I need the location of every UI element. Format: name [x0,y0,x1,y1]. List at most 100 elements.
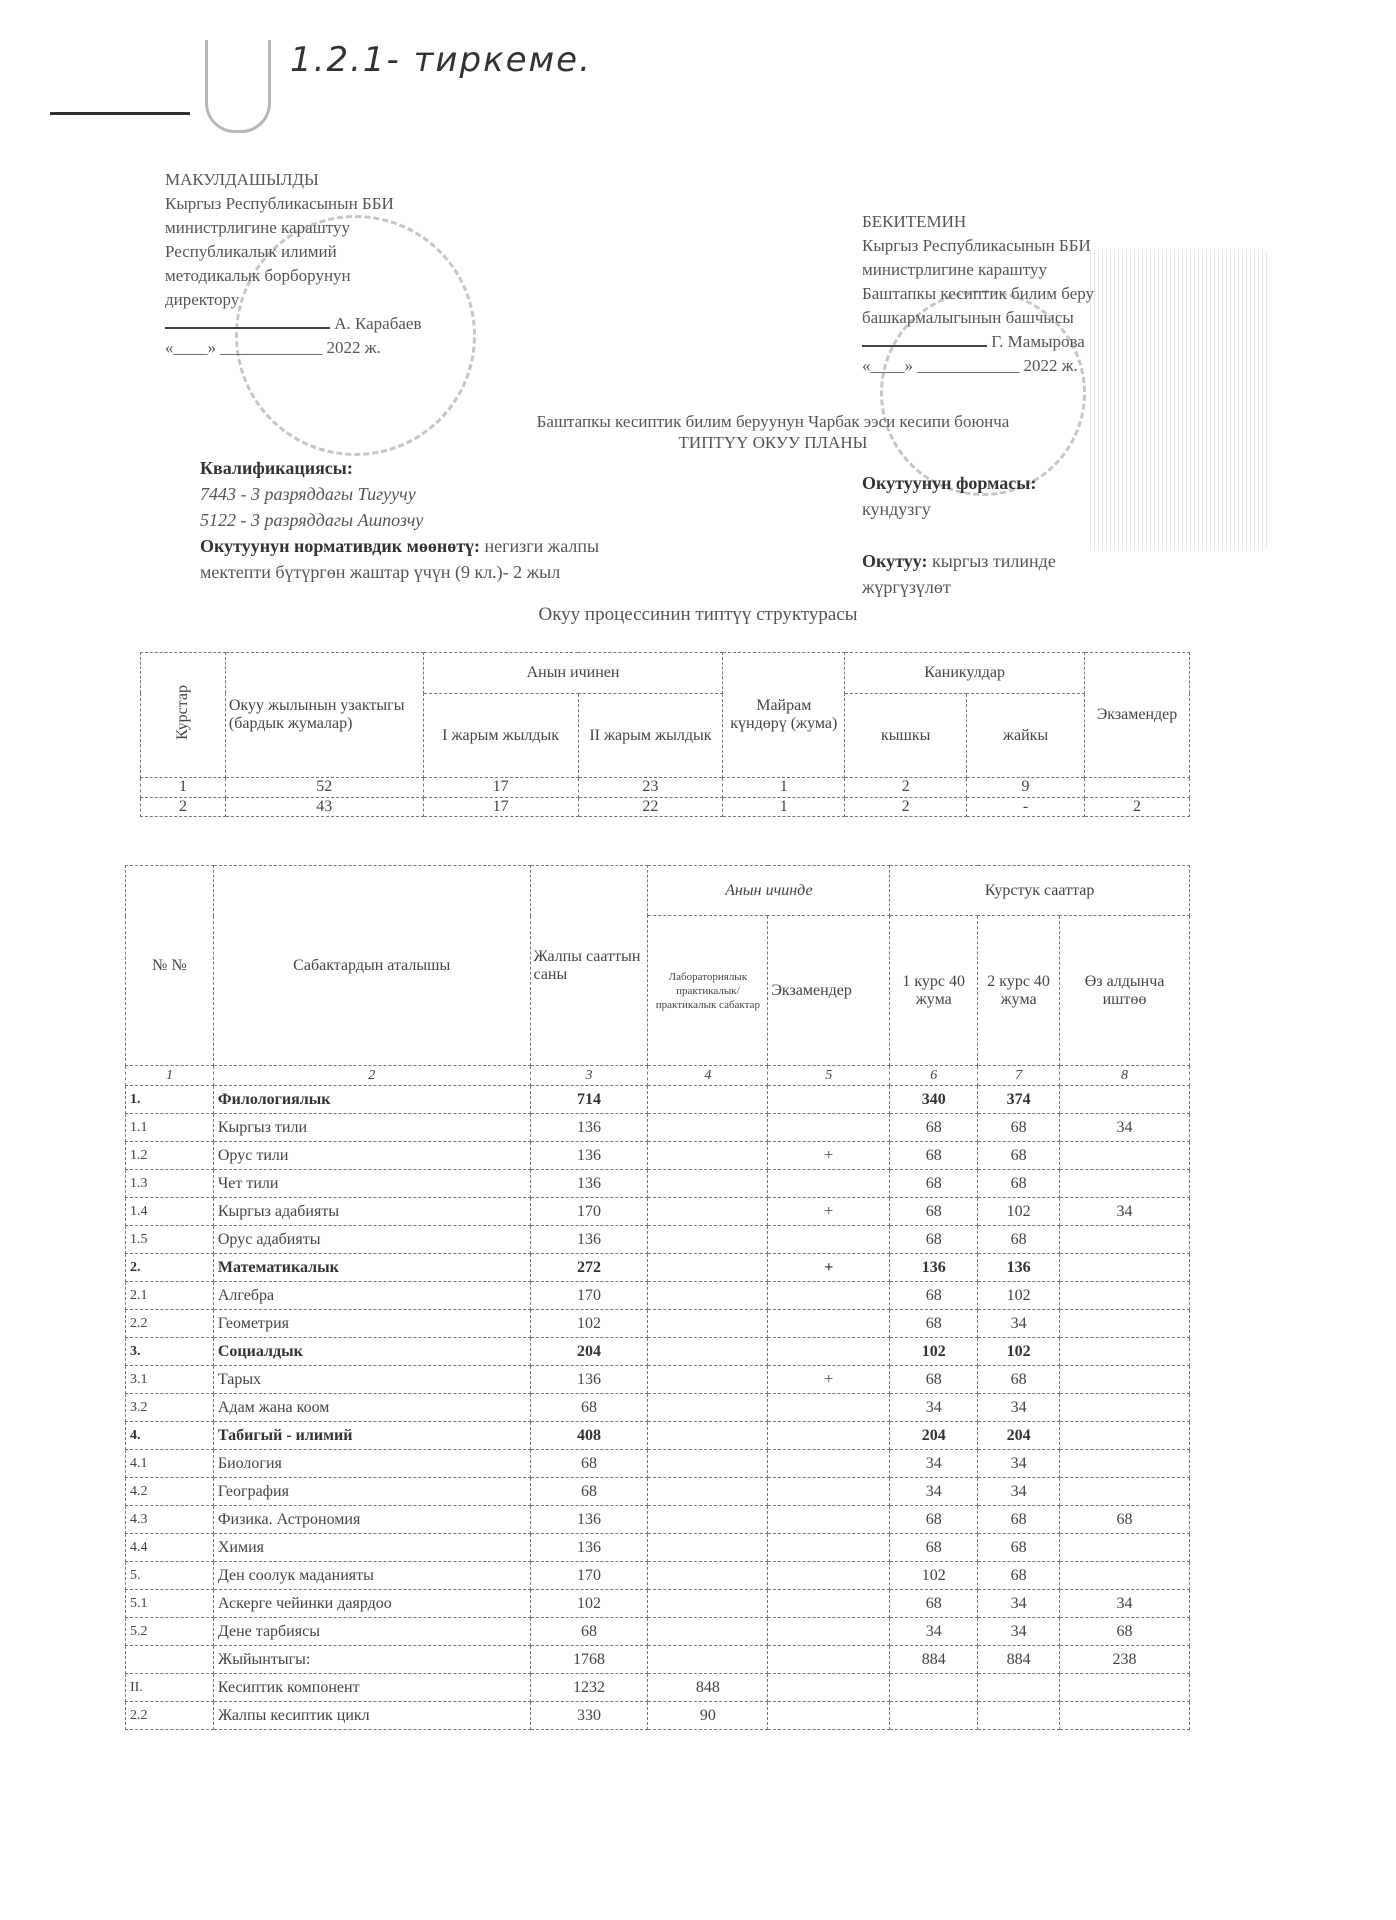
subject-row: 3. Социалдык 204 102 102 [125,1337,1190,1366]
approval-line: министрлигине караштуу [165,218,350,237]
structure-cell: 2 [844,796,968,818]
cell-self [1059,1561,1190,1590]
cell-self: 238 [1059,1645,1190,1674]
cell-c1 [889,1701,979,1730]
curriculum-table: № № Сабактардын аталышы Жалпы сааттын са… [125,865,1190,1730]
cell-c2: 136 [977,1253,1061,1282]
duration-label: Окутуунун нормативдик мөөнөтү: [200,536,481,556]
cell-c1: 102 [889,1561,979,1590]
structure-cell: 2 [844,777,968,798]
cell-c2: 34 [977,1617,1061,1646]
form-label: Окутуунун формасы: [862,473,1037,493]
right-approval-block: БЕКИТЕМИН Кыргыз Республикасынын ББИ мин… [862,210,1094,378]
cell-exam [767,1505,891,1534]
cell-lab [647,1505,769,1534]
subject-row: 2.2 Жалпы кесиптик цикл 330 90 [125,1701,1190,1730]
cell-no: 5.2 [125,1617,214,1646]
cell-lab: 848 [647,1673,769,1702]
structure-cell: 17 [422,777,579,798]
header-total: Жалпы сааттын саны [529,865,649,1066]
subject-row: 2.1 Алгебра 170 68 102 [125,1281,1190,1310]
cell-c1: 34 [889,1393,979,1422]
subject-row: 1.5 Орус адабияты 136 68 68 [125,1225,1190,1254]
cell-exam [767,1645,891,1674]
cell-exam [767,1113,891,1142]
column-number: 5 [767,1065,891,1086]
cell-no: 4. [125,1421,214,1450]
subject-row: II. Кесиптик компонент 1232 848 [125,1673,1190,1702]
cell-lab [647,1393,769,1422]
left-approval-block: МАКУЛДАШЫЛДЫ Кыргыз Республикасынын ББИ … [165,168,422,360]
approval-line: БЕКИТЕМИН [862,212,967,231]
cell-no: 2.1 [125,1281,214,1310]
cell-self [1059,1701,1190,1730]
cell-name: Жыйынтыгы: [212,1645,531,1674]
cell-self [1059,1169,1190,1198]
approval-line: Кыргыз Республикасынын ББИ [862,236,1091,255]
cell-lab [647,1197,769,1226]
subject-row: 3.2 Адам жана коом 68 34 34 [125,1393,1190,1422]
structure-cell: - [966,796,1085,818]
subject-row: 5.1 Аскерге чейинки даярдоо 102 68 34 34 [125,1589,1190,1618]
cell-c2: 34 [977,1449,1061,1478]
structure-cell: 1 [722,777,846,798]
cell-lab [647,1225,769,1254]
cell-name: Адам жана коом [212,1393,531,1422]
cell-name: Аскерге чейинки даярдоо [212,1589,531,1618]
cell-name: Чет тили [212,1169,531,1198]
cell-exam [767,1589,891,1618]
cell-exam [767,1561,891,1590]
cell-no: II. [125,1673,214,1702]
cell-self [1059,1337,1190,1366]
cell-name: Кесиптик компонент [212,1673,531,1702]
cell-c1: 68 [889,1533,979,1562]
cell-lab [647,1477,769,1506]
cell-total: 102 [529,1309,649,1338]
cell-exam [767,1449,891,1478]
cell-name: Жалпы кесиптик цикл [212,1701,531,1730]
cell-c2 [977,1673,1061,1702]
language-value: кыргыз тилинде [931,551,1056,571]
cell-name: Геометрия [212,1309,531,1338]
cell-c1: 102 [889,1337,979,1366]
cell-c2: 34 [977,1309,1061,1338]
cell-no: 3.1 [125,1365,214,1394]
header-c1: 1 курс 40 жума [889,915,979,1066]
cell-name: Филологиялык [212,1085,531,1114]
signature [165,327,330,329]
cell-name: Физика. Астрономия [212,1505,531,1534]
cell-no: 4.4 [125,1533,214,1562]
cell-c1: 136 [889,1253,979,1282]
subject-row: 4.2 География 68 34 34 [125,1477,1190,1506]
cell-self [1059,1673,1190,1702]
cell-no: 1.5 [125,1225,214,1254]
cell-self [1059,1449,1190,1478]
cell-lab [647,1085,769,1114]
cell-name: Социалдык [212,1337,531,1366]
structure-cell: 23 [577,777,724,798]
cell-self: 68 [1059,1617,1190,1646]
cell-name: География [212,1477,531,1506]
header-winter: кышкы [844,692,968,779]
cell-total: 102 [529,1589,649,1618]
cell-no: 3. [125,1337,214,1366]
column-number: 1 [125,1065,214,1086]
language-value: жүргүзүлөт [862,577,951,597]
cell-lab [647,1253,769,1282]
cell-total: 170 [529,1197,649,1226]
cell-c1: 68 [889,1225,979,1254]
paperclip-mark [205,40,271,133]
cell-total: 68 [529,1393,649,1422]
cell-c2: 204 [977,1421,1061,1450]
cell-c2 [977,1701,1061,1730]
cell-lab [647,1169,769,1198]
structure-cell: 22 [577,796,724,818]
column-number: 3 [529,1065,649,1086]
cell-self: 34 [1059,1113,1190,1142]
subject-row: 5. Ден соолук маданияты 170 102 68 [125,1561,1190,1590]
cell-total: 170 [529,1561,649,1590]
cell-no: 1.3 [125,1169,214,1198]
cell-c2: 68 [977,1225,1061,1254]
column-number: 2 [212,1065,531,1086]
cell-c1: 34 [889,1449,979,1478]
